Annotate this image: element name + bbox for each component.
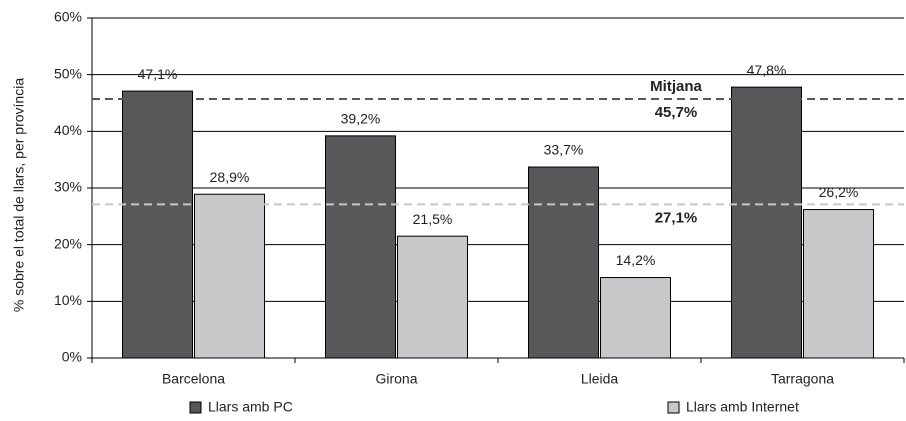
x-tick-label: Tarragona bbox=[771, 371, 834, 387]
reference-label: 45,7% bbox=[655, 104, 698, 121]
legend-label: Llars amb Internet bbox=[686, 399, 799, 415]
y-tick-label: 40% bbox=[54, 122, 82, 138]
average-label: Mitjana bbox=[650, 78, 702, 95]
data-label: 39,2% bbox=[341, 111, 381, 127]
data-label: 26,2% bbox=[819, 184, 859, 200]
data-label: 14,2% bbox=[616, 252, 656, 268]
bar bbox=[600, 277, 671, 359]
legend-swatch bbox=[189, 401, 202, 414]
y-tick-label: 20% bbox=[54, 235, 82, 251]
bar bbox=[122, 90, 193, 359]
x-tick-label: Lleida bbox=[581, 371, 619, 387]
y-tick-label: 60% bbox=[54, 9, 82, 25]
data-label: 33,7% bbox=[544, 142, 584, 158]
data-label: 47,1% bbox=[138, 66, 178, 82]
y-tick-label: 30% bbox=[54, 179, 82, 195]
data-label: 28,9% bbox=[210, 169, 250, 185]
bar bbox=[731, 86, 802, 359]
bar bbox=[528, 166, 599, 359]
y-tick-label: 50% bbox=[54, 65, 82, 81]
bar bbox=[397, 235, 468, 359]
x-tick-label: Barcelona bbox=[162, 371, 225, 387]
legend-label: Llars amb PC bbox=[208, 399, 293, 415]
y-axis-label: % sobre el total de llars, per província bbox=[11, 78, 27, 312]
legend-swatch bbox=[667, 401, 680, 414]
data-label: 47,8% bbox=[747, 62, 787, 78]
y-tick-label: 0% bbox=[62, 349, 82, 365]
y-tick-label: 10% bbox=[54, 292, 82, 308]
bar bbox=[194, 193, 265, 359]
x-tick-label: Girona bbox=[375, 371, 417, 387]
data-label: 21,5% bbox=[413, 211, 453, 227]
bar bbox=[325, 135, 396, 359]
reference-label: 27,1% bbox=[655, 209, 698, 226]
bar bbox=[803, 209, 874, 359]
